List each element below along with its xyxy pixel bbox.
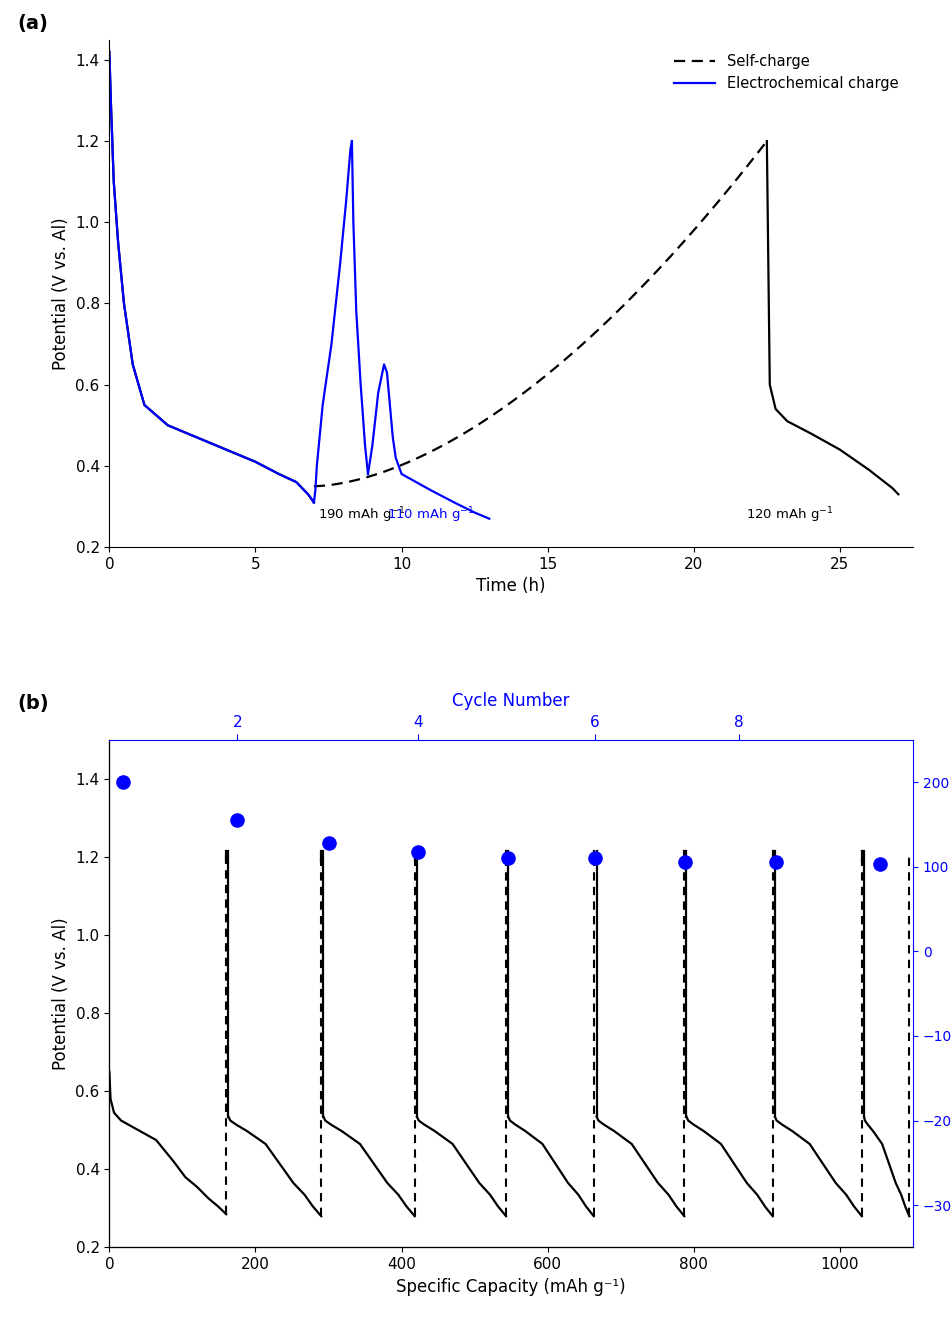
- Text: (b): (b): [17, 694, 49, 714]
- X-axis label: Specific Capacity (mAh g⁻¹): Specific Capacity (mAh g⁻¹): [397, 1278, 626, 1296]
- Legend: Self-charge, Electrochemical charge: Self-charge, Electrochemical charge: [667, 48, 905, 99]
- X-axis label: Time (h): Time (h): [476, 577, 546, 595]
- Point: [872, 854, 887, 875]
- Text: 120 mAh g$^{-1}$: 120 mAh g$^{-1}$: [747, 506, 834, 525]
- Text: 190 mAh g$^{-1}$: 190 mAh g$^{-1}$: [319, 506, 406, 525]
- Text: (a): (a): [17, 15, 48, 33]
- Point: [320, 833, 336, 854]
- Point: [588, 847, 603, 869]
- Point: [768, 851, 784, 873]
- Point: [410, 841, 425, 862]
- X-axis label: Cycle Number: Cycle Number: [453, 692, 570, 710]
- Point: [115, 772, 130, 793]
- Point: [677, 851, 692, 873]
- Point: [500, 847, 515, 869]
- Y-axis label: Potential (V vs. Al): Potential (V vs. Al): [52, 917, 69, 1071]
- Y-axis label: Potential (V vs. Al): Potential (V vs. Al): [52, 216, 69, 370]
- Text: 110 mAh g$^{-1}$: 110 mAh g$^{-1}$: [387, 506, 475, 525]
- Point: [229, 809, 244, 830]
